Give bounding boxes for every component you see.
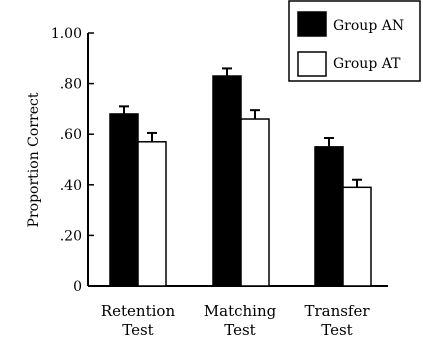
y-tick-label-0: 0 — [73, 279, 82, 295]
y-tick-label-2: .40 — [60, 178, 82, 194]
x-tick-label-1-line1: Matching — [204, 302, 277, 320]
y-tick-label-1: .20 — [60, 228, 82, 244]
bar-series0-cat2 — [314, 146, 344, 287]
x-tick-label-0-line2: Test — [122, 321, 153, 339]
y-tick-label-4: .80 — [60, 77, 82, 93]
bar-series1-cat1 — [240, 118, 270, 287]
legend-swatch-group-at — [297, 51, 327, 77]
bar-series1-cat0 — [137, 141, 167, 287]
x-tick-label-2-line1: Transfer — [304, 302, 370, 320]
bar-series0-cat0 — [109, 113, 139, 287]
y-axis-label: Proportion Correct — [26, 92, 42, 227]
x-tick-label-1-line2: Test — [224, 321, 255, 339]
legend-swatch-group-an — [297, 11, 327, 37]
y-tick-label-5: 1.00 — [51, 26, 82, 42]
bar-series0-cat1 — [212, 75, 242, 287]
legend-label-group-an: Group AN — [333, 18, 404, 34]
x-tick-label-2-line2: Test — [321, 321, 352, 339]
legend-label-group-at: Group AT — [333, 56, 401, 72]
legend: Group AN Group AT — [288, 0, 421, 82]
y-tick-label-3: .60 — [60, 127, 82, 143]
x-tick-label-0-line1: Retention — [101, 302, 176, 320]
bar-series1-cat2 — [342, 186, 372, 287]
